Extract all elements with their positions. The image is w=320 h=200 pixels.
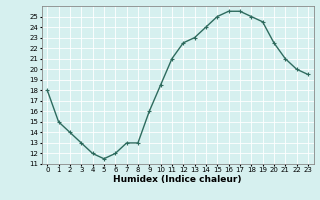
X-axis label: Humidex (Indice chaleur): Humidex (Indice chaleur): [113, 175, 242, 184]
